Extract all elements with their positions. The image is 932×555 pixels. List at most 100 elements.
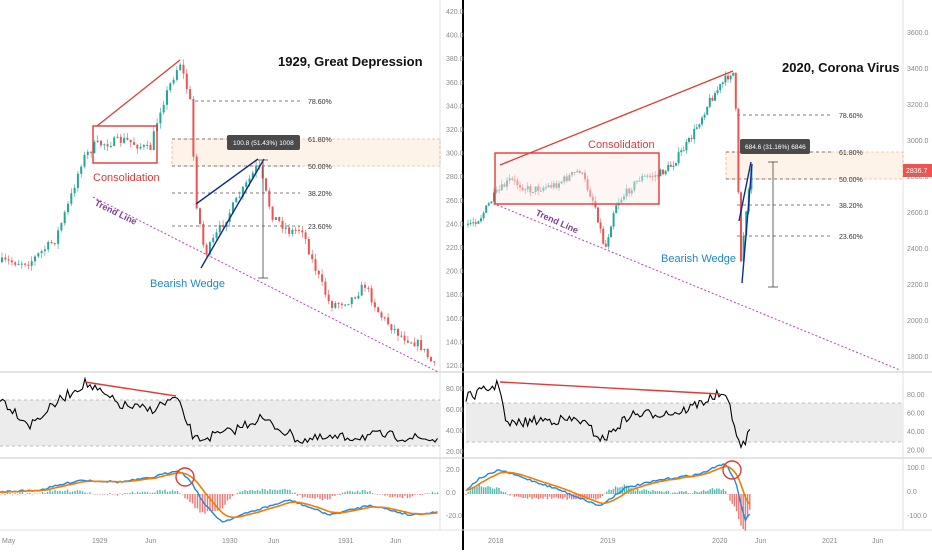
candles-right [467, 71, 753, 265]
candle-body [630, 190, 633, 194]
candle-body [387, 317, 390, 325]
candle-body [729, 75, 732, 80]
axis-labels: 420.0 400.0 380.0 360.0 340.0 320.0 300.0 280.0… [2, 9, 929, 545]
macd-bar [49, 489, 51, 494]
fib-label-500-right: 50.00% [839, 177, 863, 184]
macd-bar [674, 492, 676, 494]
candle-body [232, 202, 234, 214]
macd-bar [404, 494, 406, 496]
axis-tick: 0.0 [446, 490, 456, 497]
axis-tick: 280.0 [446, 174, 464, 181]
candle-body [311, 254, 314, 260]
macd-bar [476, 486, 478, 494]
fib-label-786-right: 78.60% [839, 113, 863, 120]
candle-body [469, 222, 472, 224]
macd-bar [239, 491, 241, 494]
macd-bar [41, 491, 44, 494]
macd-bar [711, 488, 714, 494]
macd-line-left [0, 470, 438, 523]
macd-bar [329, 494, 331, 499]
macd-bar [266, 490, 269, 494]
macd-bar [89, 492, 91, 494]
macd-bar [557, 494, 560, 499]
candle-body [73, 187, 76, 194]
trend-line-left [92, 196, 439, 373]
macd-bar [356, 490, 359, 494]
macd-bar [641, 490, 643, 494]
macd-bar [339, 494, 341, 495]
candle-body [400, 335, 403, 337]
candle-body [537, 186, 540, 191]
candle-body [558, 183, 560, 188]
candle-body [324, 281, 327, 295]
candle-body [278, 217, 281, 222]
candle-body [423, 348, 426, 350]
axis-tick: 80.00 [907, 392, 925, 399]
candle-body [646, 175, 649, 177]
candle-body [265, 178, 267, 191]
macd-bar [663, 492, 665, 494]
candle-body [103, 144, 106, 146]
candle-body [360, 284, 363, 296]
axis-tick: 180.0 [446, 292, 464, 299]
macd-bar [577, 494, 579, 499]
macd-bar [254, 491, 256, 494]
candle-body [162, 104, 165, 113]
axis-tick: 40.00 [907, 429, 925, 436]
candle-body [294, 229, 297, 231]
candle-body [14, 262, 17, 265]
candle-body [651, 176, 654, 178]
candle-body [563, 176, 566, 182]
macd-bar [588, 494, 590, 500]
candle-body [480, 218, 482, 222]
candle-body [208, 242, 211, 255]
rising-line-right [499, 70, 734, 166]
macd-bar [129, 492, 131, 494]
macd-bar [520, 494, 522, 498]
macd-bar [727, 494, 729, 495]
candle-body [367, 287, 370, 289]
macd-bar [513, 494, 516, 497]
macd-bar [498, 487, 500, 494]
macd-bar [471, 487, 474, 494]
macd-bar [194, 494, 196, 509]
candle-body [487, 203, 490, 206]
wedge-lower-left [200, 158, 265, 269]
macd-bar [608, 489, 610, 494]
macd-bar [279, 489, 281, 494]
axis-tick: 2200.0 [907, 282, 929, 289]
macd-bar [264, 489, 266, 494]
bearish-wedge-label-right: Bearish Wedge [661, 253, 736, 265]
macd-bar [126, 493, 129, 494]
candle-body [701, 117, 703, 125]
fib-label-236-right: 23.60% [839, 234, 863, 241]
time-tick: 2019 [600, 538, 616, 545]
axis-tick: 340.0 [446, 103, 464, 110]
macd-bar [299, 494, 301, 495]
macd-bar [6, 492, 9, 494]
candle-body [737, 108, 740, 193]
macd-bar [51, 491, 54, 494]
macd-bar [186, 494, 189, 500]
rising-line-left [96, 59, 181, 127]
time-tick: Jun [872, 538, 883, 545]
macd-bar [196, 494, 199, 509]
macd-bar [606, 491, 608, 494]
macd-bar [106, 494, 109, 495]
macd-bar [394, 494, 396, 497]
candle-body [344, 304, 347, 306]
macd-bar [610, 489, 612, 494]
candle-body [638, 180, 641, 182]
candle-body [96, 140, 99, 142]
candle-body [550, 185, 553, 188]
macd-bar [314, 494, 316, 499]
macd-bar [467, 491, 469, 494]
macd-bar [326, 494, 329, 500]
candle-body [636, 180, 638, 182]
candle-body [364, 284, 366, 288]
candle-body [721, 82, 724, 85]
candle-body [314, 259, 317, 271]
macd-bar [683, 491, 685, 494]
macd-bar [36, 493, 39, 495]
candle-body [334, 303, 337, 308]
